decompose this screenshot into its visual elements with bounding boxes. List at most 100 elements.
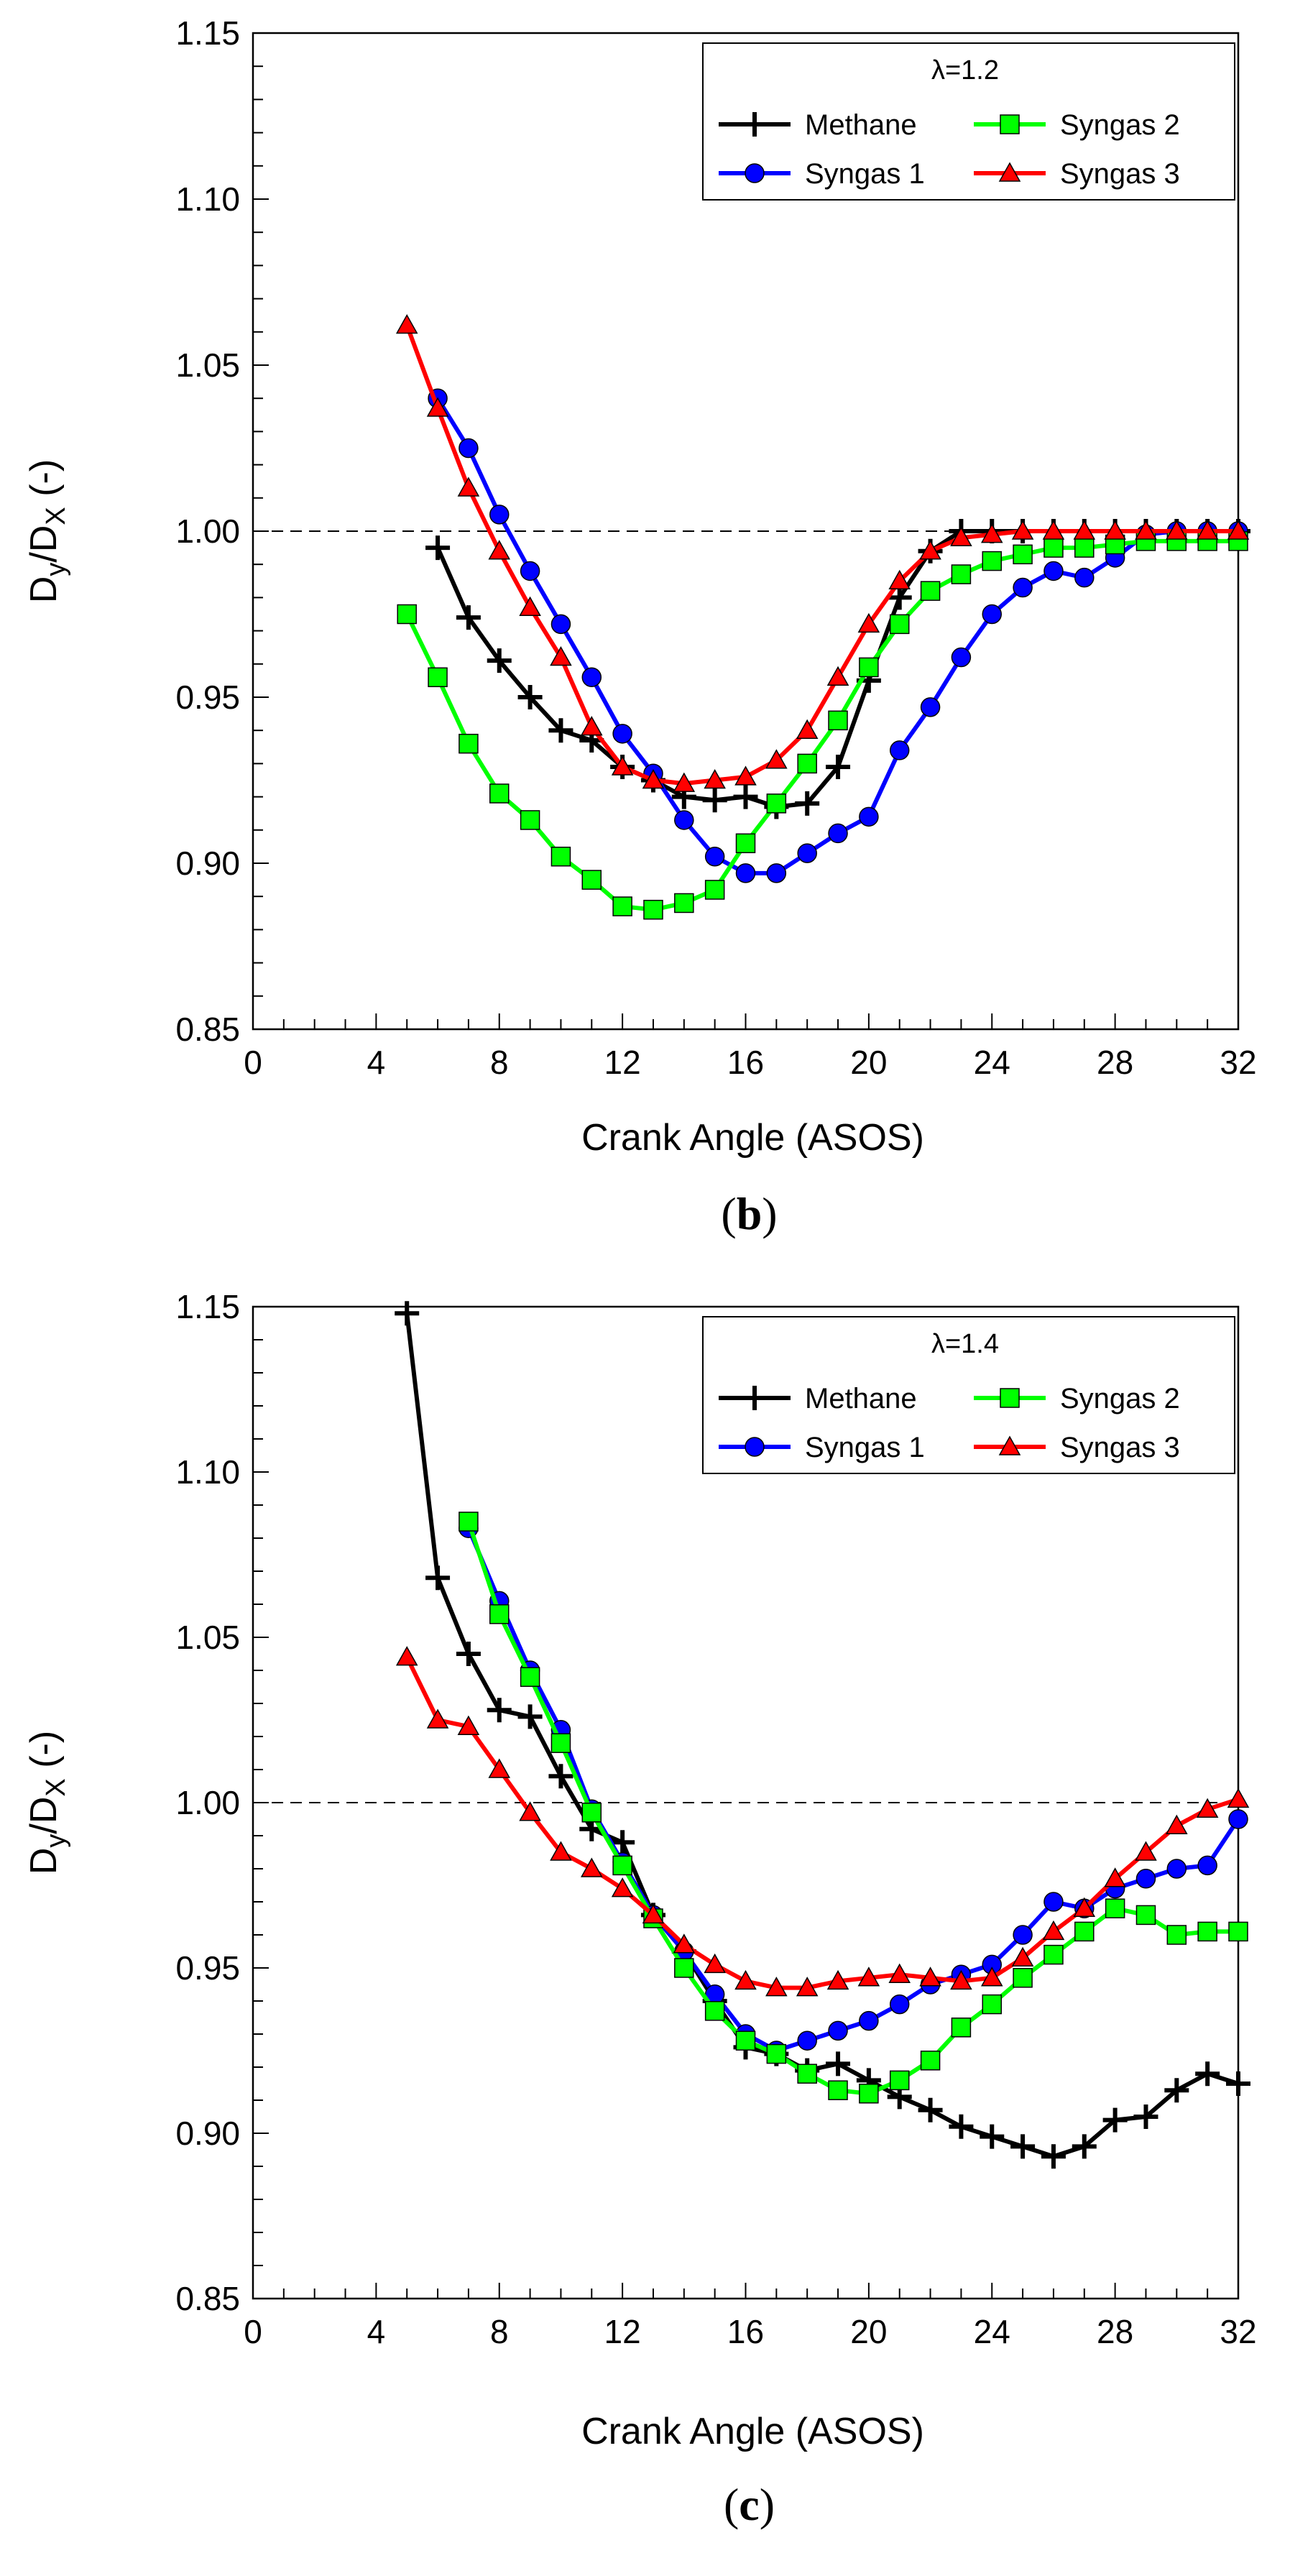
data-point [887,585,912,610]
data-point [1195,2061,1220,2087]
x-axis-label: Crank Angle (ASOS) [581,1117,924,1159]
x-tick-label: 4 [367,1044,386,1081]
data-point [828,2020,848,2041]
data-point [982,551,1002,571]
y-tick-label: 0.90 [175,845,240,882]
data-point [1226,2071,1250,2096]
data-point [857,1966,880,1987]
data-point [920,2051,941,2071]
data-point [1042,1920,1065,1941]
data-point [581,1857,603,1877]
data-point [550,646,572,666]
data-point [517,685,543,709]
data-point [1197,1921,1217,1942]
series-syngas-2 [459,1512,1248,2104]
y-axis-label: Dy/DX (-) [23,459,71,603]
y-tick-label: 0.85 [175,2280,240,2317]
data-point [673,1933,696,1954]
data-point [795,791,820,816]
data-point [734,1969,757,1990]
data-point [920,581,941,601]
data-point [425,535,451,561]
data-point [612,724,632,744]
data-point [1135,1905,1156,1926]
data-point [1074,1921,1095,1942]
legend-marker [998,1435,1021,1455]
data-point [395,314,418,334]
data-point [1166,1925,1187,1945]
data-point [828,823,848,844]
x-tick-label: 8 [490,2313,509,2350]
series-line [405,324,1238,786]
legend-label: Methane [805,1383,917,1414]
legend-box [702,1316,1235,1474]
panel-label: (c) [724,2479,775,2530]
data-point [735,863,756,883]
x-tick-label: 12 [604,2313,641,2350]
data-point [457,477,480,497]
data-point [951,2018,972,2038]
data-point [1104,520,1126,540]
data-point [487,648,512,673]
data-point [1196,1798,1219,1818]
chart-panel-b: 0 4 8 12 16 20 24 28 32 0.85 0.90 0.95 1.00 1.05 1.10 1… [23,14,1257,1239]
data-point [826,755,851,780]
data-point [859,657,879,678]
data-point [642,1903,665,1924]
data-point [612,896,632,916]
data-point [487,1698,512,1723]
data-point [1164,2078,1189,2103]
series-line [405,1656,1239,1990]
data-point [1166,520,1188,540]
x-tick-label: 8 [490,1044,509,1081]
data-point [859,806,879,827]
legend-marker [998,162,1021,182]
x-tick-label: 16 [727,1044,764,1081]
series-line [405,1312,1239,2159]
x-tick-label: 0 [244,2313,262,2350]
data-point [1135,1841,1157,1861]
data-point [1013,544,1033,565]
data-point [1104,1867,1126,1887]
data-point [674,810,694,830]
data-point [1013,577,1033,598]
data-point [1105,1898,1125,1918]
legend: λ=1.4 Methane Syngas 2 Syngas 1 Syngas 3 [702,1316,1235,1474]
y-tick-label: 0.85 [175,1011,240,1048]
data-point [796,719,819,739]
data-point [550,614,571,635]
panel-label: (b) [721,1188,777,1239]
data-point [982,1994,1002,2015]
data-point [456,1642,481,1666]
data-point [488,540,511,560]
data-point [980,1966,1003,1987]
x-tick-label: 20 [850,2313,887,2350]
y-tick-label: 0.95 [175,678,240,716]
legend-title: λ=1.2 [931,55,999,86]
legend-marker [745,1437,765,1457]
series-syngas-3 [395,314,1250,792]
x-tick-label: 20 [850,1044,887,1081]
y-tick-label: 1.00 [175,512,240,550]
data-point [918,2097,943,2122]
data-point [704,768,726,789]
data-point [702,788,727,813]
data-point [456,605,481,630]
data-point [395,1646,418,1666]
data-point [949,2114,974,2139]
legend-label: Syngas 2 [1060,1383,1180,1414]
data-point [642,768,665,789]
data-point [610,1830,635,1855]
data-point [1073,520,1096,540]
legend-marker [742,112,767,137]
data-point [765,1977,788,1997]
data-point [1228,1921,1248,1942]
data-point [765,749,788,769]
data-point [426,1708,449,1729]
data-point [1011,520,1034,540]
y-tick-label: 1.05 [175,1619,240,1656]
x-tick-label: 32 [1220,1044,1256,1081]
data-point [581,870,602,890]
data-point [1043,561,1064,581]
